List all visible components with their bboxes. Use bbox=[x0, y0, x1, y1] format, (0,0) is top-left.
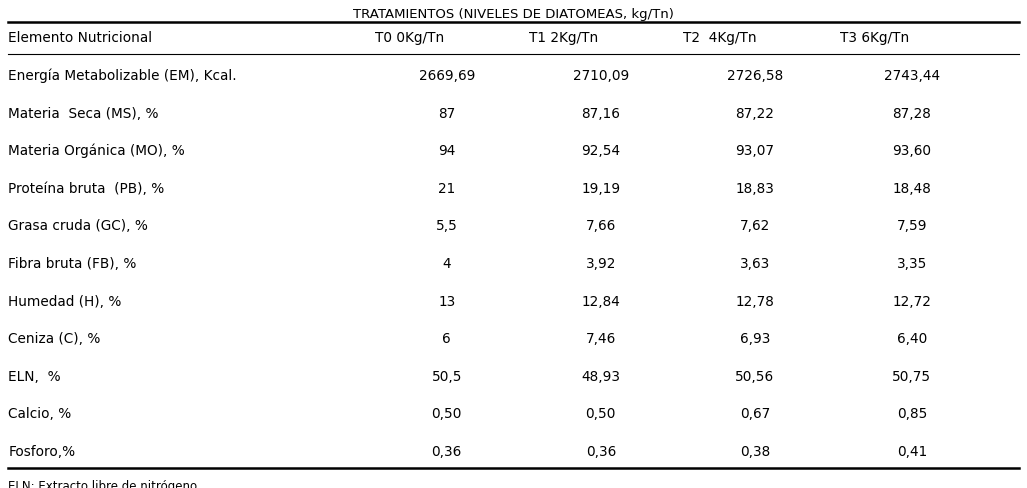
Text: 87,16: 87,16 bbox=[581, 106, 620, 121]
Text: 3,35: 3,35 bbox=[897, 257, 927, 271]
Text: Fosforo,%: Fosforo,% bbox=[8, 445, 75, 459]
Text: 2669,69: 2669,69 bbox=[419, 69, 474, 83]
Text: 2726,58: 2726,58 bbox=[727, 69, 783, 83]
Text: 18,83: 18,83 bbox=[735, 182, 774, 196]
Text: Proteína bruta  (PB), %: Proteína bruta (PB), % bbox=[8, 182, 164, 196]
Text: 6,40: 6,40 bbox=[897, 332, 927, 346]
Text: 93,07: 93,07 bbox=[735, 144, 774, 158]
Text: 5,5: 5,5 bbox=[435, 220, 458, 233]
Text: T3 6Kg/Tn: T3 6Kg/Tn bbox=[840, 31, 909, 45]
Text: 50,75: 50,75 bbox=[892, 370, 931, 384]
Text: Materia Orgánica (MO), %: Materia Orgánica (MO), % bbox=[8, 144, 185, 159]
Text: 0,36: 0,36 bbox=[431, 445, 462, 459]
Text: TRATAMIENTOS (NIVELES DE DIATOMEAS, kg/Tn): TRATAMIENTOS (NIVELES DE DIATOMEAS, kg/T… bbox=[353, 8, 674, 21]
Text: 93,60: 93,60 bbox=[892, 144, 931, 158]
Text: 12,84: 12,84 bbox=[581, 295, 620, 308]
Text: 87,22: 87,22 bbox=[735, 106, 774, 121]
Text: 0,85: 0,85 bbox=[897, 407, 927, 422]
Text: 92,54: 92,54 bbox=[581, 144, 620, 158]
Text: 94: 94 bbox=[439, 144, 455, 158]
Text: 48,93: 48,93 bbox=[581, 370, 620, 384]
Text: 12,72: 12,72 bbox=[892, 295, 931, 308]
Text: 50,56: 50,56 bbox=[735, 370, 774, 384]
Text: 0,50: 0,50 bbox=[585, 407, 616, 422]
Text: 3,63: 3,63 bbox=[739, 257, 770, 271]
Text: 2743,44: 2743,44 bbox=[884, 69, 940, 83]
Text: Ceniza (C), %: Ceniza (C), % bbox=[8, 332, 101, 346]
Text: 0,41: 0,41 bbox=[897, 445, 927, 459]
Text: 0,36: 0,36 bbox=[585, 445, 616, 459]
Text: 7,62: 7,62 bbox=[739, 220, 770, 233]
Text: 2710,09: 2710,09 bbox=[573, 69, 629, 83]
Text: 19,19: 19,19 bbox=[581, 182, 620, 196]
Text: 0,38: 0,38 bbox=[739, 445, 770, 459]
Text: Fibra bruta (FB), %: Fibra bruta (FB), % bbox=[8, 257, 137, 271]
Text: 6: 6 bbox=[443, 332, 451, 346]
Text: 7,66: 7,66 bbox=[585, 220, 616, 233]
Text: Elemento Nutricional: Elemento Nutricional bbox=[8, 31, 152, 45]
Text: 13: 13 bbox=[439, 295, 455, 308]
Text: 21: 21 bbox=[439, 182, 455, 196]
Text: 12,78: 12,78 bbox=[735, 295, 774, 308]
Text: ELN: Extracto libre de nitrógeno: ELN: Extracto libre de nitrógeno bbox=[8, 480, 197, 488]
Text: Grasa cruda (GC), %: Grasa cruda (GC), % bbox=[8, 220, 148, 233]
Text: 0,67: 0,67 bbox=[739, 407, 770, 422]
Text: 4: 4 bbox=[443, 257, 451, 271]
Text: Energía Metabolizable (EM), Kcal.: Energía Metabolizable (EM), Kcal. bbox=[8, 69, 237, 83]
Text: 3,92: 3,92 bbox=[585, 257, 616, 271]
Text: 0,50: 0,50 bbox=[431, 407, 462, 422]
Text: 87: 87 bbox=[439, 106, 455, 121]
Text: ELN,  %: ELN, % bbox=[8, 370, 61, 384]
Text: Materia  Seca (MS), %: Materia Seca (MS), % bbox=[8, 106, 159, 121]
Text: 7,59: 7,59 bbox=[897, 220, 927, 233]
Text: 18,48: 18,48 bbox=[892, 182, 931, 196]
Text: 6,93: 6,93 bbox=[739, 332, 770, 346]
Text: T0 0Kg/Tn: T0 0Kg/Tn bbox=[375, 31, 444, 45]
Text: 7,46: 7,46 bbox=[585, 332, 616, 346]
Text: 50,5: 50,5 bbox=[431, 370, 462, 384]
Text: T1 2Kg/Tn: T1 2Kg/Tn bbox=[529, 31, 598, 45]
Text: 87,28: 87,28 bbox=[892, 106, 931, 121]
Text: Humedad (H), %: Humedad (H), % bbox=[8, 295, 121, 308]
Text: Calcio, %: Calcio, % bbox=[8, 407, 72, 422]
Text: T2  4Kg/Tn: T2 4Kg/Tn bbox=[683, 31, 757, 45]
